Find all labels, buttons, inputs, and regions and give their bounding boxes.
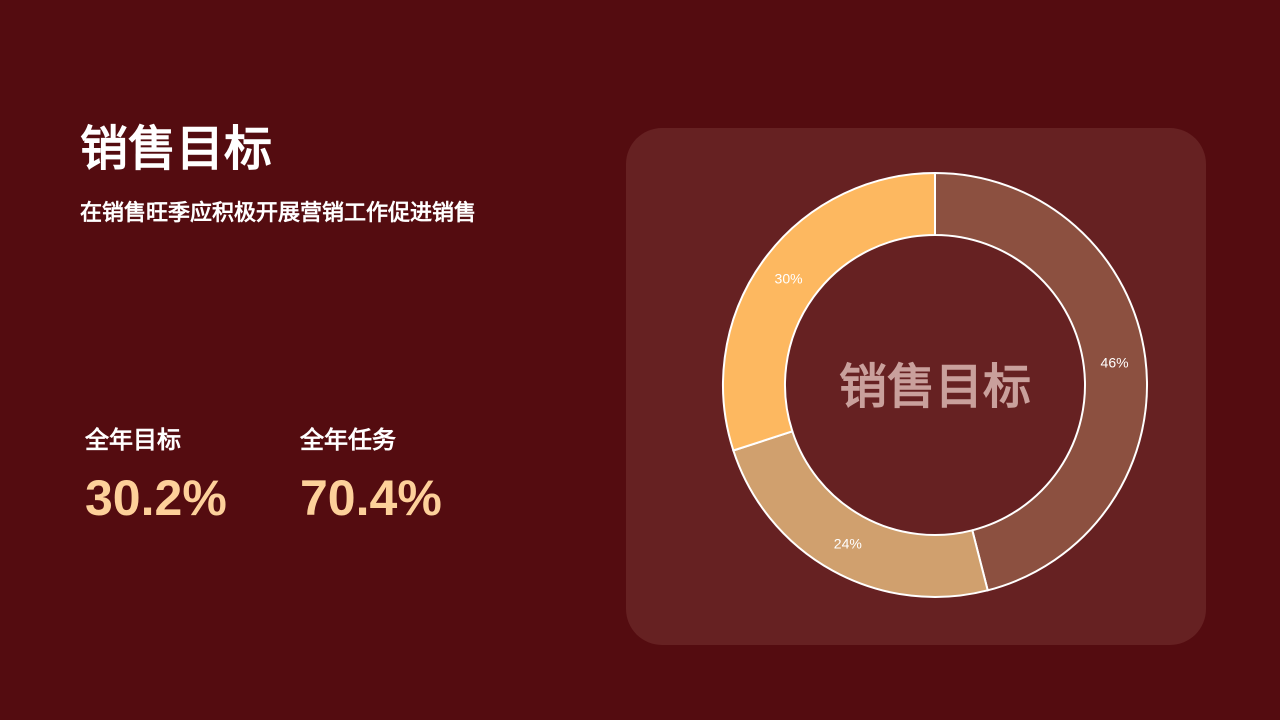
stat-annual-task: 全年任务 70.4% [300, 424, 442, 528]
stat-value: 70.4% [300, 470, 442, 526]
donut-chart: 46% 24% 30% 销售目标 [722, 171, 1148, 598]
donut-slice [934, 171, 1148, 592]
stat-annual-target: 全年目标 30.2% [85, 424, 227, 528]
page-title: 销售目标 [80, 123, 273, 176]
page-subtitle: 在销售旺季应积极开展营销工作促进销售 [80, 200, 477, 225]
stat-label: 全年目标 [85, 427, 181, 454]
stat-value: 30.2% [85, 470, 227, 526]
slice-label: 46% [1101, 354, 1129, 370]
slice-label: 30% [775, 271, 803, 287]
donut-slice [732, 430, 989, 598]
donut-center-label: 销售目标 [839, 361, 1031, 414]
slice-label: 24% [834, 536, 862, 552]
stat-label: 全年任务 [300, 427, 396, 454]
donut-slice [722, 171, 936, 452]
